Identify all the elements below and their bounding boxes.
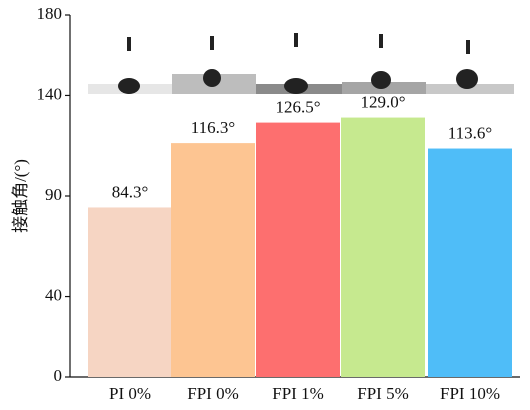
value-label: 116.3° <box>191 118 235 137</box>
y-axis-label: 接触角/(°) <box>11 159 30 233</box>
y-tick-label: 0 <box>54 366 63 385</box>
value-label: 113.6° <box>448 123 492 142</box>
x-tick-label: PI 0% <box>109 384 151 403</box>
x-tick-label: FPI 10% <box>440 384 500 403</box>
bar <box>88 207 172 377</box>
bar <box>256 123 340 377</box>
value-label: 126.5° <box>275 98 320 117</box>
bar <box>171 143 255 377</box>
y-tick-label: 140 <box>37 84 63 103</box>
value-label: 129.0° <box>360 92 405 111</box>
y-tick-label: 90 <box>45 185 62 204</box>
value-label: 84.3° <box>112 182 149 201</box>
x-tick-label: FPI 1% <box>272 384 323 403</box>
bar <box>428 149 512 377</box>
y-tick-label: 40 <box>45 285 62 304</box>
x-tick-label: FPI 0% <box>187 384 238 403</box>
x-tick-label: FPI 5% <box>357 384 408 403</box>
bar <box>341 118 425 377</box>
chart: 接触角/(°) 0 40 90 140 180 PI 0% 84.3° FPI 0% 116.3… <box>0 0 530 410</box>
y-tick-label: 180 <box>37 4 63 23</box>
droplet-images <box>88 33 514 94</box>
